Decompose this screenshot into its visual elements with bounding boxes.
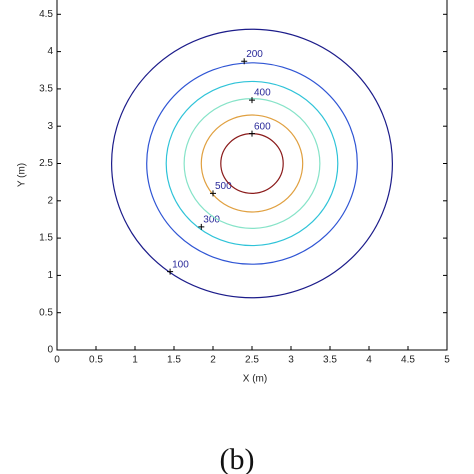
- x-tick-label: 4: [366, 355, 372, 366]
- contour-line: [111, 28, 393, 299]
- y-tick-label: 1: [47, 270, 53, 281]
- contour-label: 200: [246, 49, 263, 60]
- x-tick-label: 1.5: [167, 355, 181, 366]
- x-tick-label: 2: [210, 355, 216, 366]
- contour-line: [183, 97, 321, 230]
- contour-line: [220, 133, 284, 194]
- label-point: [167, 268, 174, 275]
- contour-label: 500: [215, 181, 232, 192]
- label-point: [241, 58, 248, 65]
- y-tick-label: 2: [47, 195, 53, 206]
- x-axis-label: X (m): [243, 374, 267, 385]
- x-tick-label: 3: [288, 355, 294, 366]
- x-tick-label: 1: [132, 355, 138, 366]
- label-point: [198, 223, 205, 230]
- contour-label: 100: [172, 259, 189, 270]
- y-tick-label: 3: [47, 121, 53, 132]
- x-tick-label: 0: [54, 355, 60, 366]
- x-tick-label: 3.5: [323, 355, 337, 366]
- y-axis-label: Y (m): [17, 163, 28, 187]
- caption: (b): [220, 443, 255, 474]
- contour-line: [200, 114, 304, 213]
- contour-line: [165, 80, 339, 247]
- contour-label: 300: [203, 215, 220, 226]
- y-tick-label: 1.5: [39, 233, 53, 244]
- x-tick-label: 0.5: [89, 355, 103, 366]
- y-tick-label: 4: [47, 46, 53, 57]
- contour-line: [146, 62, 358, 265]
- x-tick-label: 5: [444, 355, 450, 366]
- y-tick-label: 3.5: [39, 84, 53, 95]
- y-tick-label: 0: [47, 345, 53, 356]
- label-point: [210, 190, 216, 197]
- y-tick-label: 4.5: [39, 9, 53, 20]
- x-tick-label: 2.5: [245, 355, 259, 366]
- contour-label: 600: [254, 121, 271, 132]
- label-point: [249, 130, 255, 137]
- contour-label: 400: [254, 88, 271, 99]
- y-tick-label: 0.5: [39, 307, 53, 318]
- x-tick-label: 4.5: [401, 355, 415, 366]
- label-point: [249, 97, 255, 104]
- y-tick-label: 2.5: [39, 158, 53, 169]
